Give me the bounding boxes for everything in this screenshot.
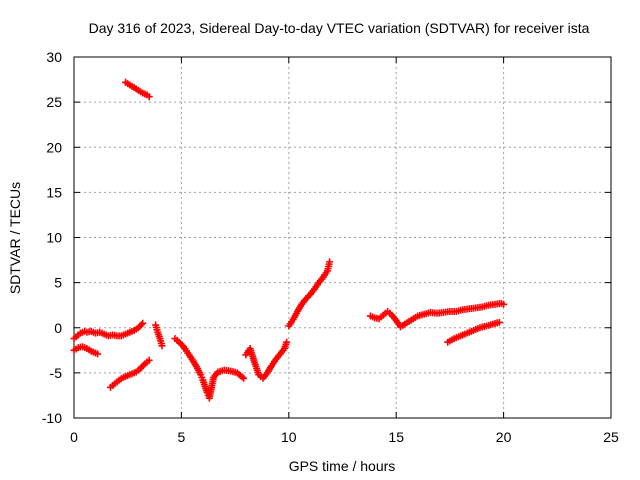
data-point <box>500 300 508 308</box>
series-seg-midnight <box>70 319 147 343</box>
data-point <box>326 258 334 266</box>
x-tick-label: 20 <box>496 429 512 445</box>
grid-lines <box>74 57 611 418</box>
data-point <box>495 318 503 326</box>
data-point <box>240 374 248 382</box>
x-axis-label: GPS time / hours <box>289 458 396 474</box>
y-tick-label: -5 <box>50 365 63 381</box>
data-point <box>178 341 186 349</box>
series-seg-8-to-10h <box>242 338 291 382</box>
data-point <box>158 342 166 350</box>
y-tick-label: 5 <box>54 275 62 291</box>
y-tick-label: 15 <box>46 184 62 200</box>
data-point <box>283 338 291 346</box>
data-points <box>70 78 508 402</box>
series-seg-10-to-12h <box>285 258 334 330</box>
x-tick-label: 5 <box>178 429 186 445</box>
y-tick-label: 20 <box>46 139 62 155</box>
x-tick-label: 0 <box>70 429 78 445</box>
series-seg-morning-low <box>107 356 153 391</box>
x-tick-label: 25 <box>603 429 619 445</box>
data-point <box>139 319 147 327</box>
series-seg-early-high <box>122 78 153 101</box>
y-tick-label: 30 <box>46 49 62 65</box>
data-point <box>94 350 102 358</box>
y-axis-label: SDTVAR / TECUs <box>7 182 23 294</box>
data-point <box>137 321 145 329</box>
x-tick-label: 15 <box>388 429 404 445</box>
series-seg-near-4h <box>152 321 166 350</box>
y-tick-label: -10 <box>42 410 62 426</box>
data-point <box>145 93 153 101</box>
series-seg-5-to-8h <box>171 335 248 402</box>
data-point <box>139 361 147 369</box>
x-tick-label: 10 <box>281 429 297 445</box>
y-tick-label: 10 <box>46 230 62 246</box>
series-seg-afternoon-low <box>444 318 503 346</box>
y-tick-label: 25 <box>46 94 62 110</box>
series-seg-midnight-low <box>70 343 102 358</box>
data-point <box>145 356 153 364</box>
y-tick-label: 0 <box>54 320 62 336</box>
axis-ticks: 0 5 10 15 20 25 -10 -5 0 5 10 15 20 25 30 <box>42 49 619 445</box>
series-seg-afternoon <box>366 299 508 331</box>
chart-title: Day 316 of 2023, Sidereal Day-to-day VTE… <box>89 20 590 36</box>
